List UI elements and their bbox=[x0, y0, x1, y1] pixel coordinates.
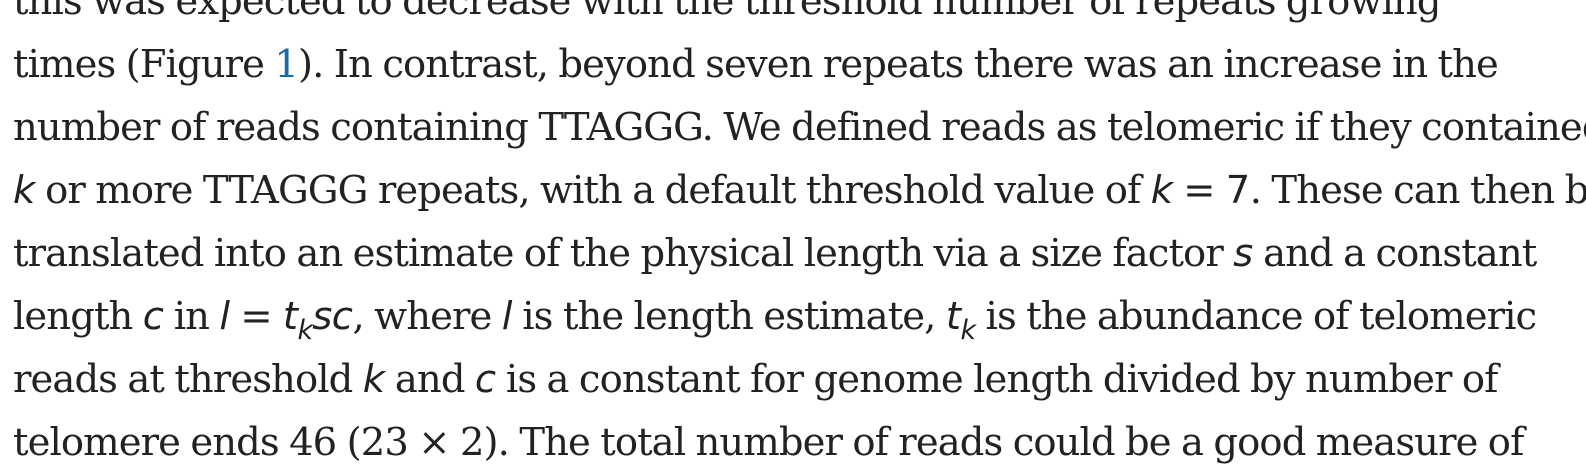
math-variable-t: t bbox=[945, 294, 961, 339]
text-segment: length bbox=[13, 294, 143, 339]
text-segment: this was expected to decrease with the t… bbox=[13, 0, 1441, 24]
math-variable-k: k bbox=[13, 168, 35, 213]
math-variable-l: l bbox=[219, 294, 230, 339]
text-segment: or more TTAGGG repeats, with a default t… bbox=[34, 168, 1151, 213]
math-variable-t: t bbox=[282, 294, 298, 339]
text-segment: , where bbox=[352, 294, 502, 339]
text-segment: and bbox=[384, 357, 475, 402]
math-variable-k: k bbox=[1150, 168, 1173, 213]
math-subscript-k: k bbox=[960, 315, 976, 346]
math-variable-k: k bbox=[362, 357, 385, 402]
text-line: telomere ends 46 (23 × 2). The total num… bbox=[13, 411, 1583, 474]
text-segment: and a constant bbox=[1252, 231, 1537, 276]
text-line: reads at threshold k and c is a constant… bbox=[13, 348, 1583, 411]
math-variable-s: s bbox=[1233, 231, 1253, 276]
text-line: number of reads containing TTAGGG. We de… bbox=[13, 96, 1586, 159]
text-segment: . These can then be bbox=[1249, 168, 1586, 213]
figure-1-link[interactable]: 1 bbox=[274, 42, 298, 87]
text-line: k or more TTAGGG repeats, with a default… bbox=[13, 159, 1586, 222]
text-line: translated into an estimate of the physi… bbox=[13, 222, 1583, 285]
text-segment: in bbox=[163, 294, 220, 339]
text-segment: is a constant for genome length divided … bbox=[495, 357, 1498, 402]
text-line: times (Figure 1). In contrast, beyond se… bbox=[13, 33, 1583, 96]
text-line: length c in l = tksc, where l is the len… bbox=[13, 285, 1583, 348]
text-segment: reads at threshold bbox=[13, 357, 363, 402]
text-segment: ). In contrast, beyond seven repeats the… bbox=[298, 42, 1499, 87]
text-segment: is the abundance of telomeric bbox=[975, 294, 1538, 339]
text-line-cut-off: this was expected to decrease with the t… bbox=[13, 0, 1583, 33]
math-variable-c: c bbox=[142, 294, 164, 339]
text-segment: times (Figure bbox=[13, 42, 275, 87]
text-segment: number of reads containing TTAGGG. We de… bbox=[13, 105, 1586, 150]
math-subscript-k: k bbox=[297, 315, 313, 346]
math-variables-sc: sc bbox=[312, 294, 353, 339]
text-segment: translated into an estimate of the physi… bbox=[13, 231, 1234, 276]
text-segment: is the length estimate, bbox=[511, 294, 946, 339]
math-variable-c: c bbox=[474, 357, 496, 402]
text-segment: telomere ends 46 (23 × 2). The total num… bbox=[13, 420, 1524, 465]
math-variable-l: l bbox=[501, 294, 513, 339]
math-expression: = 7 bbox=[1172, 168, 1250, 213]
article-paragraph: this was expected to decrease with the t… bbox=[13, 0, 1586, 474]
math-equals: = bbox=[229, 294, 283, 339]
